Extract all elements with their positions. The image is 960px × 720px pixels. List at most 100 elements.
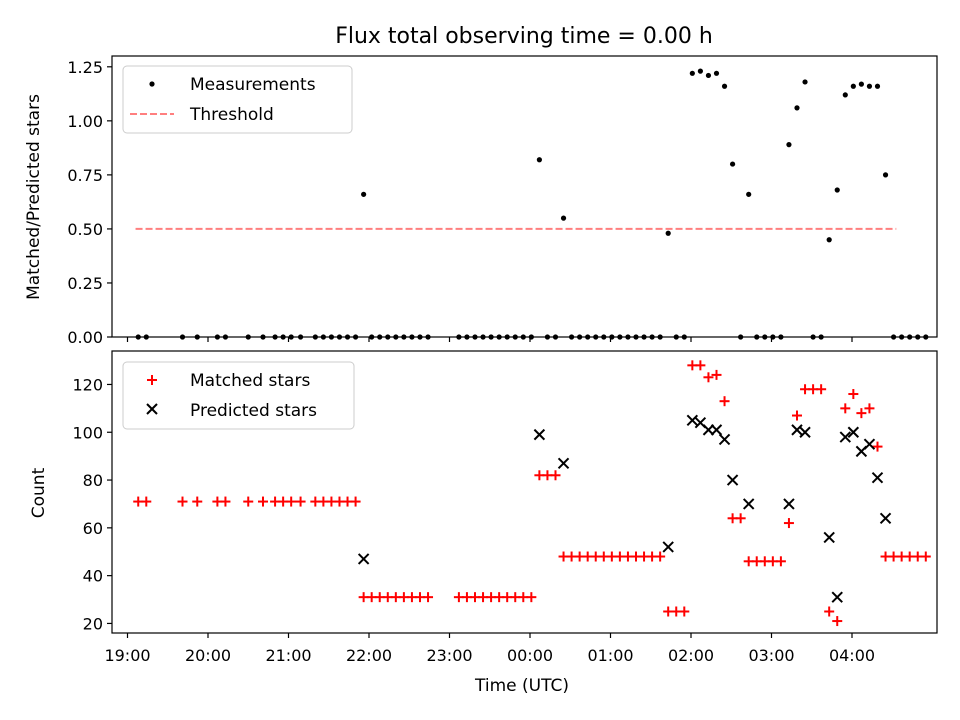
y-tick-label: 120 — [72, 375, 103, 394]
predicted-stars-point — [831, 591, 843, 603]
predicted-stars-point — [871, 471, 884, 484]
x-ticks: 19:00 20:00 21:00 22:00 23:00 00:00 01:00 02:00… — [104, 633, 875, 665]
matched-stars-point — [872, 441, 883, 452]
y-tick-label: 0.25 — [67, 274, 103, 293]
measurement-point — [697, 68, 703, 74]
measurement-point — [713, 70, 720, 76]
predicted-stars-point — [726, 474, 739, 486]
predicted-stars-point — [357, 553, 370, 565]
axes-frame — [111, 55, 938, 338]
x-tick-label: 23:00 — [426, 646, 472, 665]
predicted-stars-point — [799, 426, 811, 438]
matched-stars-point — [864, 403, 875, 414]
y-tick-label: 1.00 — [67, 112, 103, 131]
matched-stars-point — [526, 592, 537, 603]
matched-stars-point — [775, 556, 786, 567]
x-tick-label: 00:00 — [507, 646, 553, 665]
y-axis-label: Matched/Predicted stars — [24, 94, 44, 300]
legend-matched-label: Matched stars — [190, 371, 310, 391]
matched-stars-point — [695, 360, 706, 371]
measurement-point — [536, 157, 542, 163]
measurement-point — [866, 83, 873, 89]
matched-stars-point — [177, 496, 188, 507]
matched-stars-point — [141, 496, 152, 507]
matched-stars-point — [679, 606, 690, 617]
measurement-point — [850, 83, 856, 89]
x-tick-label: 22:00 — [346, 646, 392, 665]
x-tick-label: 02:00 — [668, 646, 714, 665]
x-tick-label: 04:00 — [829, 646, 875, 665]
predicted-stars-point — [863, 438, 876, 450]
matched-stars-point — [848, 389, 859, 400]
matched-stars-point — [350, 496, 361, 507]
predicted-stars-point — [839, 431, 851, 443]
legend: Measurements Threshold — [122, 65, 353, 134]
matched-stars-point — [824, 606, 835, 617]
y-tick-label: 0.50 — [67, 220, 103, 239]
legend-box — [122, 361, 355, 430]
predicted-stars-point — [847, 426, 860, 438]
matched-stars-point — [719, 396, 730, 407]
predicted-stars-point — [662, 541, 674, 553]
measurement-point — [560, 215, 567, 221]
y-tick-label: 0.75 — [67, 166, 103, 185]
measurement-point — [729, 161, 736, 167]
measurement-point — [858, 81, 864, 87]
axes-frame — [111, 350, 938, 634]
measurement-point — [794, 105, 800, 111]
matched-stars-point — [920, 551, 931, 562]
matched-stars-point — [840, 403, 851, 414]
matched-stars-point — [783, 518, 794, 529]
measurement-point — [802, 79, 808, 85]
predicted-stars-point — [742, 498, 755, 510]
matched-stars-point — [258, 496, 269, 507]
y-tick-label: 20 — [83, 614, 103, 633]
y-axis-label: Count — [29, 467, 49, 518]
measurement-point — [882, 172, 889, 178]
x-tick-label: 19:00 — [104, 646, 150, 665]
legend-matched-marker — [147, 375, 157, 385]
matched-stars-point — [816, 384, 827, 395]
predicted-stars-point — [823, 531, 835, 544]
matched-stars-point — [735, 513, 746, 524]
predicted-stars-point — [533, 428, 546, 441]
star-count-panel: Time (UTC) Count 19:00 20:00 21:00 22:00 23:… — [29, 350, 938, 696]
matched-stars-point — [286, 496, 297, 507]
predicted-stars-point — [710, 424, 723, 436]
measurement-point — [705, 72, 712, 79]
y-tick-label: 0.00 — [67, 328, 103, 347]
legend-predicted-label: Predicted stars — [190, 401, 317, 421]
chart-title: Flux total observing time = 0.00 h — [335, 24, 713, 49]
measurement-point — [826, 237, 832, 243]
matched-stars-point — [220, 496, 231, 507]
measurement-point — [842, 92, 848, 98]
x-tick-label: 03:00 — [748, 646, 794, 665]
legend-threshold-label: Threshold — [189, 105, 274, 125]
matched-stars-point — [711, 369, 722, 380]
y-tick-label: 60 — [83, 519, 103, 538]
legend-box — [122, 65, 353, 134]
matched-stars-point — [791, 410, 802, 421]
y-tick-label: 80 — [83, 471, 103, 490]
predicted-stars-point — [557, 457, 570, 470]
x-axis-label: Time (UTC) — [474, 676, 569, 696]
flux-ratio-panel: Flux total observing time = 0.00 h Match… — [24, 24, 938, 347]
y-ticks: 20 40 60 80 100 120 — [72, 375, 112, 633]
legend-predicted-marker — [146, 403, 158, 415]
plot-marks — [135, 68, 929, 340]
y-ticks: 0.00 0.25 0.50 0.75 1.00 1.25 — [67, 58, 112, 347]
matched-stars-point — [856, 408, 867, 419]
x-tick-label: 01:00 — [587, 646, 633, 665]
matched-stars-point — [655, 551, 666, 562]
matched-stars-point — [295, 496, 306, 507]
plot-marks — [133, 360, 931, 627]
predicted-stars-point — [791, 424, 803, 436]
matched-stars-point — [832, 616, 843, 627]
measurement-point — [834, 187, 840, 193]
x-tick-label: 20:00 — [185, 646, 231, 665]
matched-stars-point — [423, 592, 434, 603]
measurement-point — [786, 142, 792, 148]
measurement-point — [721, 83, 728, 89]
legend-measurements-marker — [149, 81, 155, 87]
legend: Matched stars Predicted stars — [122, 361, 355, 430]
